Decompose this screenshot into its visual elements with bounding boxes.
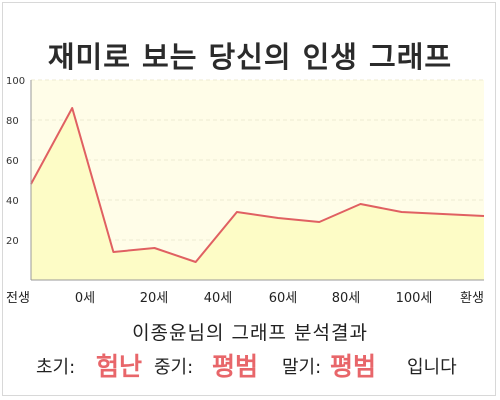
y-tick-label-1: 40 (6, 196, 19, 207)
late-label: 말기: (282, 357, 322, 378)
result-suffix: 입니다 (407, 357, 457, 378)
middle-value: 평범 (212, 352, 259, 381)
early-value: 험난 (96, 352, 143, 381)
y-tick-label-4: 100 (6, 76, 25, 87)
result-title: 이종윤님의 그래프 분석결과 (132, 322, 368, 344)
x-tick-label-4: 60세 (269, 291, 298, 306)
series-area (31, 108, 484, 280)
series-line (30, 107, 485, 263)
y-tick-label-2: 60 (6, 156, 19, 167)
x-tick-label-1: 0세 (75, 291, 95, 306)
x-tick-label-5: 80세 (332, 291, 361, 306)
y-tick-label-0: 20 (6, 236, 19, 247)
x-tick-label-0: 전생 (6, 291, 30, 306)
card-frame (2, 2, 496, 396)
middle-label: 중기: (154, 357, 194, 378)
x-tick-label-6: 100세 (396, 291, 433, 306)
late-value: 평범 (330, 352, 377, 381)
x-tick-label-2: 20세 (140, 291, 169, 306)
y-tick-label-3: 80 (6, 116, 19, 127)
result-summary: 초기: 험난 중기: 평범 말기: 평범 입니다 (0, 347, 500, 381)
page-title: 재미로 보는 당신의 인생 그래프 (47, 40, 453, 74)
x-tick-label-7: 환생 (460, 291, 484, 306)
early-label: 초기: (36, 357, 76, 378)
x-tick-label-3: 40세 (204, 291, 233, 306)
